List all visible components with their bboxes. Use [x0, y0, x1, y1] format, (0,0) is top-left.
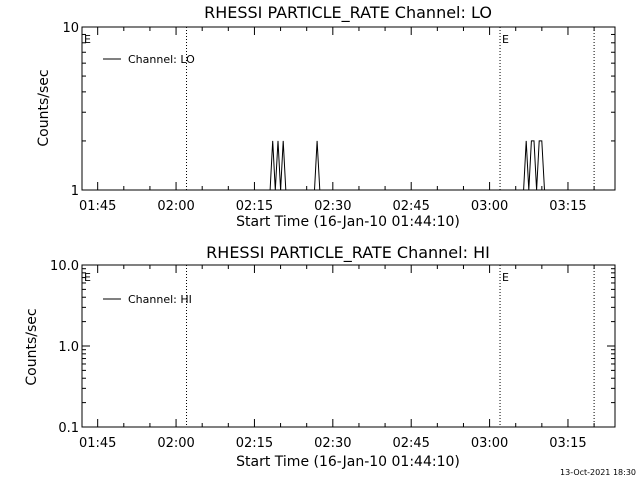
legend: Channel: HI — [103, 293, 192, 306]
timestamp: 13-Oct-2021 18:30 — [560, 468, 636, 477]
event-label: E — [84, 33, 91, 46]
legend-label: Channel: LO — [128, 53, 195, 66]
event-label: E — [502, 33, 509, 46]
axis-ticks: 01:45 02:00 02:15 02:30 02:45 03:00 03:15 1 10 — [62, 21, 615, 214]
x-tick-label: 01:45 — [79, 436, 116, 451]
x-tick-label: 03:00 — [471, 199, 508, 214]
y-tick-label: 0.1 — [58, 421, 79, 436]
x-tick-label: 02:00 — [157, 436, 194, 451]
plot-frame — [81, 264, 616, 428]
x-tick-label: 03:15 — [549, 436, 586, 451]
x-tick-label: 01:45 — [79, 199, 116, 214]
chart-title: RHESSI PARTICLE_RATE Channel: HI — [206, 243, 490, 263]
y-axis-label: Counts/sec — [36, 69, 52, 146]
data-series — [269, 140, 545, 191]
axis-ticks: 01:45 02:00 02:15 02:30 02:45 03:00 03:15 0.1 1.… — [50, 259, 615, 451]
y-tick-label: 1 — [71, 184, 79, 199]
y-tick-label: 1.0 — [58, 340, 79, 355]
x-tick-label: 02:45 — [392, 199, 429, 214]
x-tick-label: 03:00 — [471, 436, 508, 451]
series-line — [269, 140, 545, 191]
y-tick-label: 10.0 — [50, 259, 79, 274]
y-tick-label: 10 — [62, 21, 79, 36]
x-tick-label: 02:45 — [392, 436, 429, 451]
panel-lo: RHESSI PARTICLE_RATE Channel: LO 01:45 02… — [36, 3, 616, 230]
event-label: E — [502, 271, 509, 284]
x-tick-label: 02:15 — [236, 199, 273, 214]
x-axis-label: Start Time (16-Jan-10 01:44:10) — [236, 454, 460, 470]
y-axis-label: Counts/sec — [24, 308, 40, 385]
x-tick-label: 02:30 — [314, 199, 351, 214]
legend: Channel: LO — [103, 53, 195, 66]
chart-title: RHESSI PARTICLE_RATE Channel: LO — [204, 3, 492, 23]
x-axis-label: Start Time (16-Jan-10 01:44:10) — [236, 214, 460, 230]
x-tick-label: 02:30 — [314, 436, 351, 451]
x-tick-label: 02:15 — [236, 436, 273, 451]
x-tick-label: 03:15 — [549, 199, 586, 214]
x-tick-label: 02:00 — [157, 199, 194, 214]
panel-hi: RHESSI PARTICLE_RATE Channel: HI 01:45 02… — [24, 243, 616, 470]
legend-label: Channel: HI — [128, 293, 192, 306]
event-label: E — [84, 271, 91, 284]
